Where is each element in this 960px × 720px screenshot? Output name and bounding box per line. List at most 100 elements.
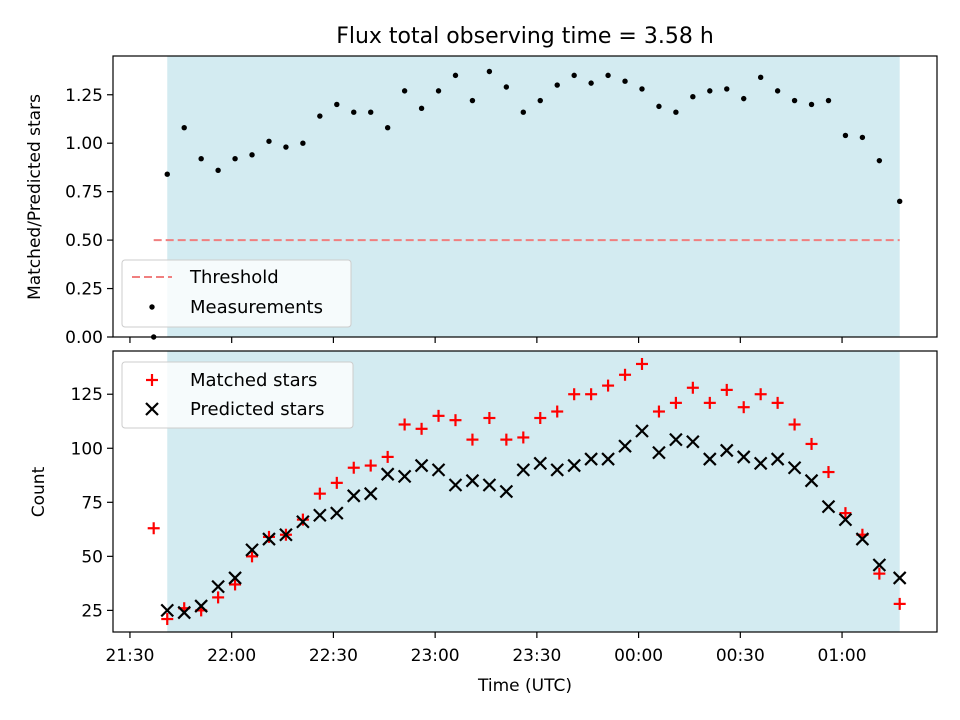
predicted-star-point <box>635 424 649 438</box>
matched-star-point <box>822 466 835 479</box>
y-tick-label: 25 <box>81 601 103 621</box>
matched-star-point <box>330 476 343 489</box>
matched-star-point <box>381 450 394 463</box>
y-tick-label: 0.50 <box>65 231 103 251</box>
matched-star-point <box>296 513 309 526</box>
measurement-point <box>181 125 187 131</box>
x-tick-label: 00:30 <box>716 646 765 666</box>
predicted-star-point <box>330 506 344 520</box>
measurement-point <box>554 82 560 88</box>
measurement-point <box>825 97 832 104</box>
matched-star-point <box>432 409 445 422</box>
predicted-star-point <box>669 432 683 447</box>
measurement-point <box>724 86 730 92</box>
measurement-point <box>198 156 204 162</box>
top-panel: 0.00 0.25 0.50 0.75 1.00 1.25 Matched/Predict… <box>25 55 938 348</box>
matched-star-point <box>347 461 360 474</box>
legend-predicted-swatch <box>145 402 159 416</box>
matched-star-point <box>754 388 767 401</box>
matched-star-point <box>483 412 496 425</box>
measurement-point <box>368 109 374 115</box>
predicted-star-point <box>787 460 802 475</box>
measurement-point <box>622 78 628 84</box>
measurement-point <box>266 138 272 144</box>
matched-star-point <box>398 418 411 431</box>
top-chart-title: Flux total observing time = 3.58 h <box>336 24 714 49</box>
predicted-star-point <box>465 473 480 488</box>
bottom-y-axis: 25 50 75 100 125 <box>71 385 113 621</box>
measurement-point <box>639 86 645 92</box>
predicted-star-point <box>652 445 666 460</box>
predicted-star-point <box>550 463 564 477</box>
legend-measurements-label: Measurements <box>190 297 323 318</box>
matched-star-point <box>737 401 750 414</box>
measurement-point <box>537 97 543 104</box>
predicted-star-point <box>414 458 429 473</box>
measurement-point <box>690 93 696 100</box>
matched-star-point <box>415 422 428 435</box>
measurement-point <box>334 101 340 108</box>
predicted-stars-series <box>160 424 907 620</box>
predicted-star-point <box>719 443 734 458</box>
matched-star-point <box>534 412 547 425</box>
matched-star-point <box>602 379 615 392</box>
measurement-point <box>741 95 747 102</box>
measurement-point <box>469 97 476 104</box>
matched-star-point <box>449 414 462 427</box>
predicted-star-point <box>892 571 907 585</box>
matched-star-point <box>669 396 682 409</box>
x-tick-label: 22:00 <box>207 646 256 666</box>
measurement-point <box>520 109 527 115</box>
y-tick-label: 1.25 <box>65 86 103 106</box>
predicted-star-point <box>838 512 853 527</box>
measurement-point <box>588 80 594 86</box>
measurement-point <box>384 125 391 131</box>
legend-matched-swatch <box>146 374 158 386</box>
measurement-point <box>215 167 221 174</box>
predicted-star-point <box>177 605 191 620</box>
bottom-plot-frame <box>112 350 938 633</box>
predicted-star-point <box>855 532 870 546</box>
measurement-point <box>757 74 764 81</box>
x-tick-label: 23:30 <box>512 646 561 666</box>
measurement-point <box>317 113 323 119</box>
matched-star-point <box>585 388 598 401</box>
top-y-axis: 0.00 0.25 0.50 0.75 1.00 1.25 <box>65 86 113 348</box>
matched-star-point <box>619 368 632 381</box>
predicted-star-point <box>279 527 293 542</box>
measurement-point <box>486 68 493 75</box>
top-x-axis <box>129 337 843 343</box>
matched-star-point <box>551 405 564 418</box>
x-tick-label: 21:30 <box>105 646 154 666</box>
measurement-point <box>401 88 408 94</box>
matched-star-point <box>212 591 225 604</box>
measurement-point <box>232 156 238 162</box>
matched-star-point <box>839 507 852 520</box>
predicted-star-point <box>397 469 412 484</box>
bottom-legend-box <box>121 361 354 429</box>
measurement-point <box>896 198 903 205</box>
x-tick-label: 01:00 <box>818 646 867 666</box>
predicted-star-point <box>601 452 615 466</box>
predicted-star-point <box>703 452 717 466</box>
x-tick-label: 23:00 <box>411 646 460 666</box>
top-y-axis-label: Matched/Predicted stars <box>25 94 45 300</box>
measurement-point <box>808 101 815 108</box>
bottom-x-axis-label: Time (UTC) <box>477 676 572 696</box>
predicted-star-point <box>499 484 514 499</box>
x-tick-label: 00:00 <box>614 646 663 666</box>
measurement-point <box>300 140 306 146</box>
predicted-star-point <box>821 499 836 514</box>
predicted-star-point <box>313 508 327 523</box>
measurement-point <box>249 152 255 158</box>
measurement-point <box>351 109 357 115</box>
y-tick-label: 0.75 <box>65 183 103 203</box>
top-legend-box <box>121 259 352 328</box>
y-tick-label: 75 <box>81 493 103 513</box>
matched-star-point <box>720 383 733 396</box>
bottom-x-axis: 21:30 22:00 22:30 23:00 23:30 00:00 00:30 01:00 <box>105 632 867 666</box>
top-legend: Threshold Measurements <box>121 259 352 328</box>
predicted-star-point <box>584 452 598 466</box>
measurement-point <box>656 103 662 110</box>
